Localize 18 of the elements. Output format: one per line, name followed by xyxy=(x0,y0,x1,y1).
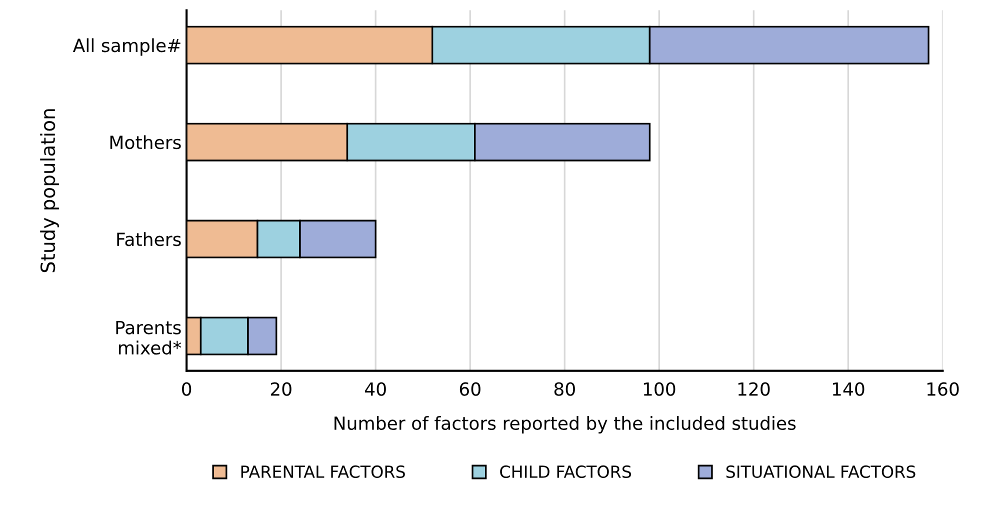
y-tick-label: Parents mixed* xyxy=(116,320,182,355)
x-tick-label: 0 xyxy=(182,382,192,396)
x-tick-label: 160 xyxy=(927,382,959,396)
legend-label: CHILD FACTORS xyxy=(500,465,632,478)
x-tick-label: 80 xyxy=(554,382,575,396)
y-axis-title: Study population xyxy=(40,109,59,272)
legend-label: SITUATIONAL FACTORS xyxy=(726,465,916,478)
x-tick-label: 140 xyxy=(832,382,864,396)
x-tick-label: 20 xyxy=(270,382,292,396)
x-tick-label: 100 xyxy=(644,382,676,396)
y-tick-label: Mothers xyxy=(110,135,181,150)
y-tick-label: Fathers xyxy=(117,232,181,246)
y-tick-label: All sample# xyxy=(72,38,180,56)
x-tick-label: 120 xyxy=(738,382,770,396)
legend-label: PARENTAL FACTORS xyxy=(241,465,405,478)
x-tick-label: 40 xyxy=(365,382,386,396)
x-tick-label: 60 xyxy=(460,382,480,396)
x-axis-title: Number of factors reported by the included studies xyxy=(334,416,796,434)
